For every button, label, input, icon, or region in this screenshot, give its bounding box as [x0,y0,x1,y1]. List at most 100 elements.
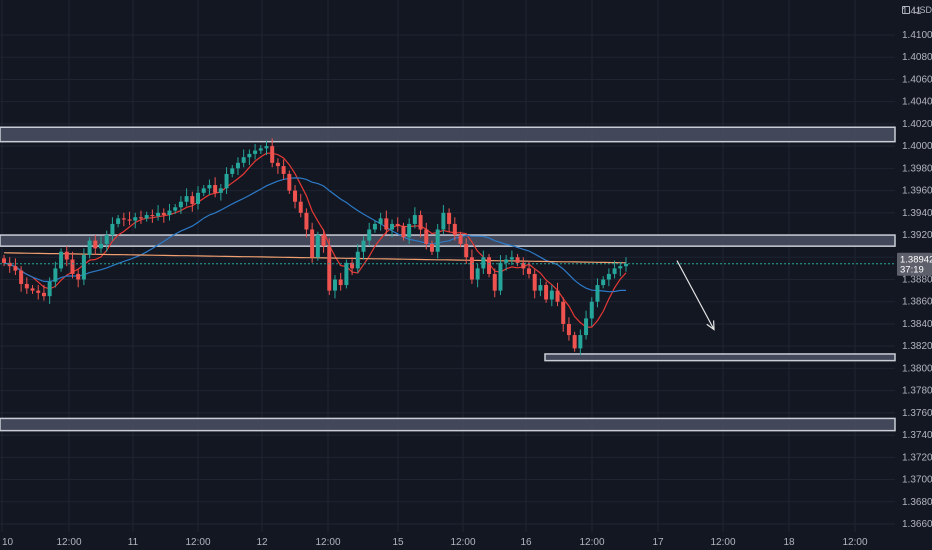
candle-body [2,258,6,263]
candle-body [561,301,566,324]
candle-body [133,217,138,221]
candle-body [127,219,132,221]
candle-body [161,212,166,216]
candle-body [24,283,29,289]
candle-body [144,215,149,219]
currency-label: USD [912,5,932,15]
candle-body [532,273,537,291]
time-axis[interactable]: 10 12:00 11 12:00 12 12:00 15 12:00 16 12:00 17 12:… [2,537,868,548]
y-tick-label: 1.39600 [902,186,932,197]
y-tick-label: 1.37800 [902,386,932,397]
candle-body [549,290,554,300]
candle-body [515,257,520,263]
candle-body [241,157,246,163]
candle-body [578,335,583,349]
candles [2,138,628,356]
candle-body [401,226,406,238]
y-tick-label: 1.41000 [902,30,932,41]
candle-body [475,268,480,280]
candle-body [264,146,269,149]
candle-body [395,223,400,227]
candle-body [138,217,143,219]
candle-body [104,235,109,244]
candle-body [253,150,258,154]
candle-body [481,257,486,269]
candle-body [504,259,509,263]
candle-body [464,243,469,258]
candle-body [196,192,201,204]
candle-body [332,279,337,291]
candle-body [224,173,229,189]
y-tick-label: 1.38400 [902,319,932,330]
x-tick-label: 17 [652,537,664,548]
zone-rect[interactable] [0,126,896,143]
candle-body [384,218,389,230]
candle-body [407,223,412,238]
candle-body [418,215,423,230]
candle-body [601,279,606,286]
candle-body [293,190,298,202]
y-tick-label: 1.40200 [902,119,932,130]
candle-body [555,290,560,302]
candle-body [213,185,218,193]
candle-body [618,266,623,269]
candle-body [76,273,81,280]
candle-body [350,262,355,269]
projection-arrow[interactable] [676,260,715,331]
candle-body [235,162,240,169]
candle-body [30,288,35,291]
candle-body [435,229,440,252]
candle-body [41,292,46,297]
y-tick-label: 1.40400 [902,97,932,108]
candle-body [390,223,395,230]
y-tick-label: 1.39800 [902,163,932,174]
candle-body [150,215,155,217]
y-tick-label: 1.37400 [902,430,932,441]
projection-arrow-line[interactable] [676,260,715,330]
candle-body [441,212,446,230]
y-tick-label: 1.37600 [902,408,932,419]
price-axis[interactable]: 1.41000 1.40800 1.40600 1.40400 1.40200 1.400… [902,6,932,530]
y-tick-label: 1.39200 [902,230,932,241]
candle-body [355,251,360,269]
current-price-label: 1.38942 37:19 [897,252,932,276]
candle-body [327,246,332,291]
candle-body [624,263,628,267]
candle-body [110,223,115,236]
candle-body [338,279,343,286]
x-tick-label: 12 [256,537,268,548]
candle-body [53,268,58,282]
currency-selector[interactable]: USD [896,4,932,16]
x-tick-label: 18 [783,537,795,548]
candle-body [566,323,571,336]
candle-body [230,168,235,174]
candle-body [93,240,98,249]
candle-body [447,212,452,224]
x-tick-label: 12:00 [579,537,604,548]
candle-body [304,212,309,230]
x-tick-label: 12:00 [450,537,475,548]
zone-rect[interactable] [0,417,896,432]
candle-body [36,290,41,293]
candle-body [315,235,320,258]
y-tick-label: 1.36600 [902,519,932,530]
candle-body [81,255,86,280]
currency-box-icon [901,6,910,14]
y-tick-label: 1.40600 [902,74,932,85]
candle-body [287,173,292,191]
countdown-timer: 37:19 [900,265,924,276]
y-tick-label: 1.39400 [902,208,932,219]
y-tick-label: 1.36800 [902,497,932,508]
candle-body [521,262,526,269]
candle-body [190,196,195,204]
x-tick-label: 15 [392,537,404,548]
candle-body [13,266,18,271]
current-price-value: 1.38942 [900,255,932,266]
candle-body [378,218,383,224]
candle-body [372,223,377,230]
candle-body [310,229,315,258]
candle-body [59,251,64,269]
zone-rect[interactable] [544,353,896,362]
